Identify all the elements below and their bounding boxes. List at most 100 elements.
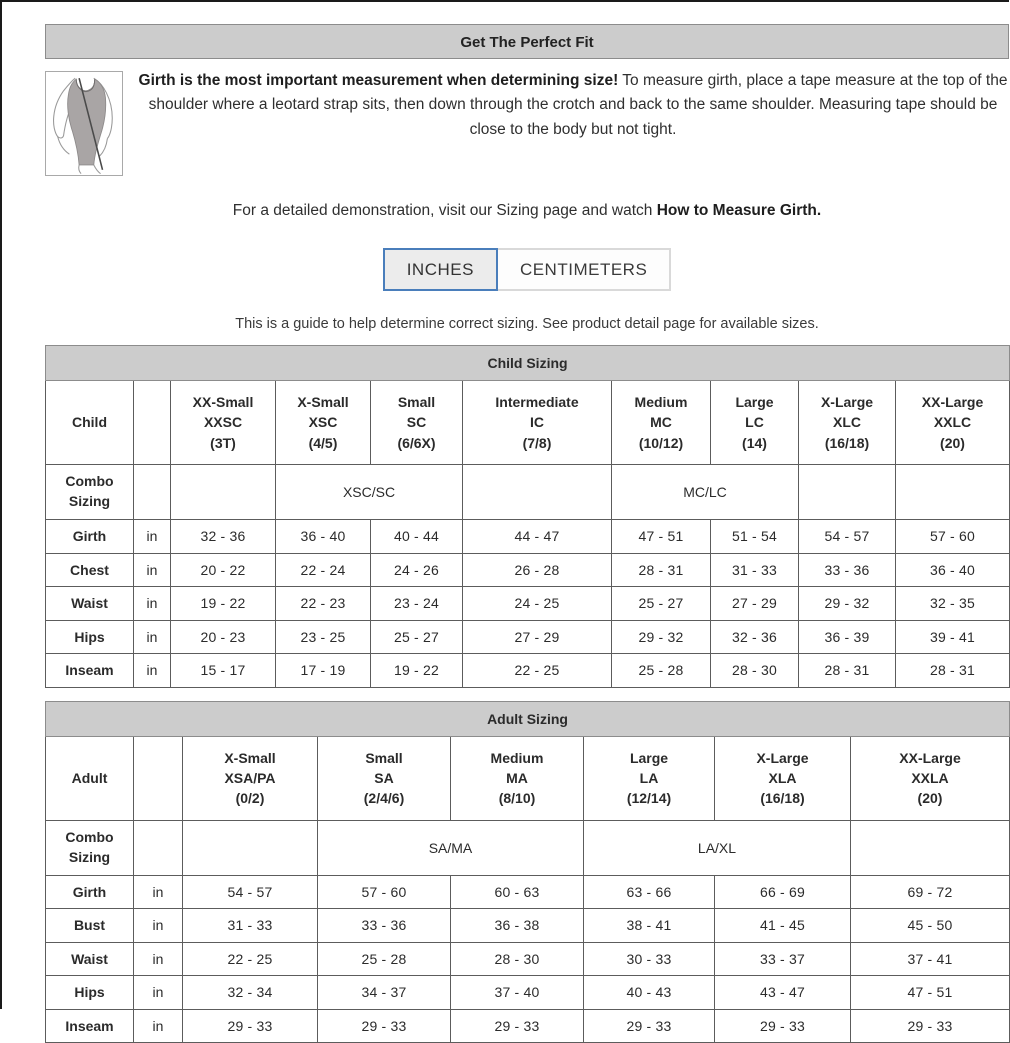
girth-description: Girth is the most important measurement … bbox=[137, 67, 1009, 142]
child-waist-xsc: 22 - 23 bbox=[276, 587, 371, 621]
how-to-measure-girth-link[interactable]: How to Measure Girth. bbox=[657, 202, 822, 219]
inches-button[interactable]: INCHES bbox=[383, 248, 498, 291]
adult-row-unit-hips: in bbox=[134, 976, 183, 1010]
child-hips-xxsc: 20 - 23 bbox=[171, 620, 276, 654]
child-row-unit-hips: in bbox=[134, 620, 171, 654]
child-col-name-2: Small bbox=[371, 392, 462, 412]
child-sizing-table: Child Sizing Child XX-Small XXSC (3T) X-… bbox=[45, 345, 1010, 688]
adult-col-numeric-5: (20) bbox=[851, 788, 1009, 808]
child-girth-sc: 40 - 44 bbox=[371, 520, 463, 554]
adult-col-name-4: X-Large bbox=[715, 748, 850, 768]
child-col-name-0: XX-Small bbox=[171, 392, 275, 412]
adult-inseam-xxla: 29 - 33 bbox=[851, 1009, 1010, 1043]
adult-row-label-hips: Hips bbox=[46, 976, 134, 1010]
adult-col-code-1: SA bbox=[318, 768, 450, 788]
child-chest-ic: 26 - 28 bbox=[463, 553, 612, 587]
child-girth-mc: 47 - 51 bbox=[612, 520, 711, 554]
child-row-label-chest: Chest bbox=[46, 553, 134, 587]
child-col-name-3: Intermediate bbox=[463, 392, 611, 412]
child-hips-lc: 32 - 36 bbox=[711, 620, 799, 654]
adult-column-xsa: X-Small XSA/PA (0/2) bbox=[183, 736, 318, 820]
child-column-mc: Medium MC (10/12) bbox=[612, 381, 711, 465]
adult-hips-xla: 43 - 47 bbox=[715, 976, 851, 1010]
child-girth-lc: 51 - 54 bbox=[711, 520, 799, 554]
child-col-name-1: X-Small bbox=[276, 392, 370, 412]
adult-sizing-table: Adult Sizing Adult X-Small XSA/PA (0/2) … bbox=[45, 701, 1010, 1043]
page-title: Get The Perfect Fit bbox=[45, 24, 1009, 59]
child-hips-xxlc: 39 - 41 bbox=[896, 620, 1010, 654]
adult-bust-ma: 36 - 38 bbox=[451, 909, 584, 943]
adult-hips-sa: 34 - 37 bbox=[318, 976, 451, 1010]
child-column-xlc: X-Large XLC (16/18) bbox=[799, 381, 896, 465]
child-row-unit-chest: in bbox=[134, 553, 171, 587]
adult-combo-label: Combo Sizing bbox=[46, 820, 134, 875]
demo-line: For a detailed demonstration, visit our … bbox=[45, 202, 1009, 220]
adult-combo-sa-ma: SA/MA bbox=[318, 820, 584, 875]
child-girth-xlc: 54 - 57 bbox=[799, 520, 896, 554]
adult-waist-ma: 28 - 30 bbox=[451, 942, 584, 976]
child-hips-xsc: 23 - 25 bbox=[276, 620, 371, 654]
centimeters-button[interactable]: CENTIMETERS bbox=[496, 248, 671, 291]
adult-col-numeric-2: (8/10) bbox=[451, 788, 583, 808]
child-waist-xxsc: 19 - 22 bbox=[171, 587, 276, 621]
adult-col-name-2: Medium bbox=[451, 748, 583, 768]
adult-bust-xla: 41 - 45 bbox=[715, 909, 851, 943]
adult-col-numeric-4: (16/18) bbox=[715, 788, 850, 808]
guide-note: This is a guide to help determine correc… bbox=[45, 316, 1009, 332]
child-waist-ic: 24 - 25 bbox=[463, 587, 612, 621]
adult-girth-la: 63 - 66 bbox=[584, 875, 715, 909]
adult-row-unit-waist: in bbox=[134, 942, 183, 976]
child-girth-xxlc: 57 - 60 bbox=[896, 520, 1010, 554]
child-col-numeric-6: (16/18) bbox=[799, 433, 895, 453]
adult-col-code-2: MA bbox=[451, 768, 583, 788]
adult-column-sa: Small SA (2/4/6) bbox=[318, 736, 451, 820]
adult-col-code-5: XXLA bbox=[851, 768, 1009, 788]
adult-col-numeric-3: (12/14) bbox=[584, 788, 714, 808]
child-hips-xlc: 36 - 39 bbox=[799, 620, 896, 654]
table-row: Inseam in 29 - 33 29 - 33 29 - 33 29 - 3… bbox=[46, 1009, 1010, 1043]
child-combo-blank-ic bbox=[463, 465, 612, 520]
table-row: Waist in 22 - 25 25 - 28 28 - 30 30 - 33… bbox=[46, 942, 1010, 976]
child-col-code-3: IC bbox=[463, 412, 611, 432]
child-combo-xsc-sc: XSC/SC bbox=[276, 465, 463, 520]
child-combo-blank-xlc bbox=[799, 465, 896, 520]
adult-girth-xxla: 69 - 72 bbox=[851, 875, 1010, 909]
child-table-header-row: Child XX-Small XXSC (3T) X-Small XSC (4/… bbox=[46, 381, 1010, 465]
adult-hips-ma: 37 - 40 bbox=[451, 976, 584, 1010]
child-col-name-5: Large bbox=[711, 392, 798, 412]
child-waist-mc: 25 - 27 bbox=[612, 587, 711, 621]
adult-col-code-0: XSA/PA bbox=[183, 768, 317, 788]
adult-girth-ma: 60 - 63 bbox=[451, 875, 584, 909]
adult-table-header-row: Adult X-Small XSA/PA (0/2) Small SA (2/4… bbox=[46, 736, 1010, 820]
child-row-unit-inseam: in bbox=[134, 654, 171, 688]
adult-inseam-sa: 29 - 33 bbox=[318, 1009, 451, 1043]
adult-combo-blank-xsa bbox=[183, 820, 318, 875]
adult-col-name-1: Small bbox=[318, 748, 450, 768]
child-hips-mc: 29 - 32 bbox=[612, 620, 711, 654]
child-col-name-7: XX-Large bbox=[896, 392, 1009, 412]
child-col-name-4: Medium bbox=[612, 392, 710, 412]
child-column-xxsc: XX-Small XXSC (3T) bbox=[171, 381, 276, 465]
child-chest-sc: 24 - 26 bbox=[371, 553, 463, 587]
adult-table-title-row: Adult Sizing bbox=[46, 701, 1010, 736]
child-sizing-block: Child Sizing Child XX-Small XXSC (3T) X-… bbox=[45, 345, 1009, 688]
child-col-numeric-7: (20) bbox=[896, 433, 1009, 453]
adult-column-xxla: XX-Large XXLA (20) bbox=[851, 736, 1010, 820]
child-combo-blank-xxsc bbox=[171, 465, 276, 520]
child-col-code-2: SC bbox=[371, 412, 462, 432]
adult-combo-unit-cell bbox=[134, 820, 183, 875]
child-chest-mc: 28 - 31 bbox=[612, 553, 711, 587]
adult-hips-xsa: 32 - 34 bbox=[183, 976, 318, 1010]
adult-bust-xsa: 31 - 33 bbox=[183, 909, 318, 943]
child-table-title: Child Sizing bbox=[46, 346, 1010, 381]
adult-inseam-xla: 29 - 33 bbox=[715, 1009, 851, 1043]
adult-waist-la: 30 - 33 bbox=[584, 942, 715, 976]
adult-waist-xsa: 22 - 25 bbox=[183, 942, 318, 976]
child-row-unit-waist: in bbox=[134, 587, 171, 621]
child-col-code-0: XXSC bbox=[171, 412, 275, 432]
adult-column-ma: Medium MA (8/10) bbox=[451, 736, 584, 820]
child-inseam-mc: 25 - 28 bbox=[612, 654, 711, 688]
intro-section: Girth is the most important measurement … bbox=[45, 67, 1009, 176]
adult-inseam-ma: 29 - 33 bbox=[451, 1009, 584, 1043]
child-column-lc: Large LC (14) bbox=[711, 381, 799, 465]
